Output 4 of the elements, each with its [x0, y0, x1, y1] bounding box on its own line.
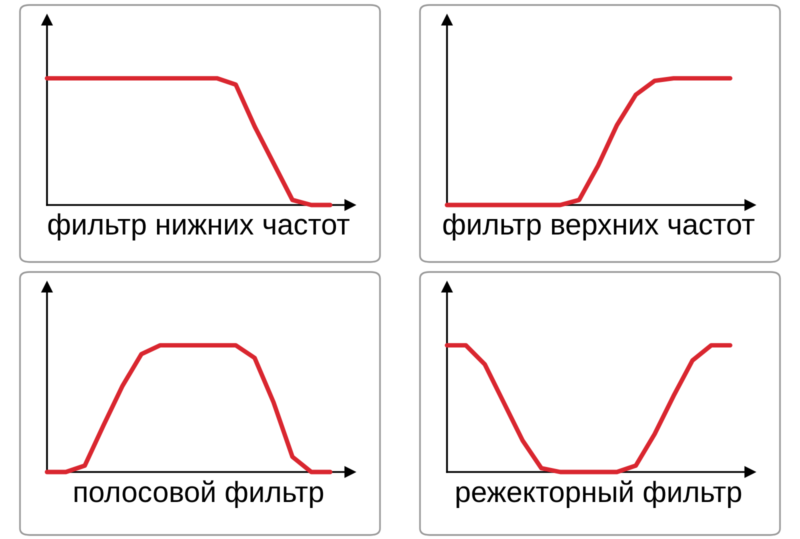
x-axis-title: режекторный фильтр — [456, 480, 742, 508]
x-axis-title: фильтр верхних частот — [443, 213, 754, 241]
x-axis-title: фильтр нижних частот — [48, 213, 350, 241]
x-axis-title: полосовой фильтр — [74, 480, 324, 508]
